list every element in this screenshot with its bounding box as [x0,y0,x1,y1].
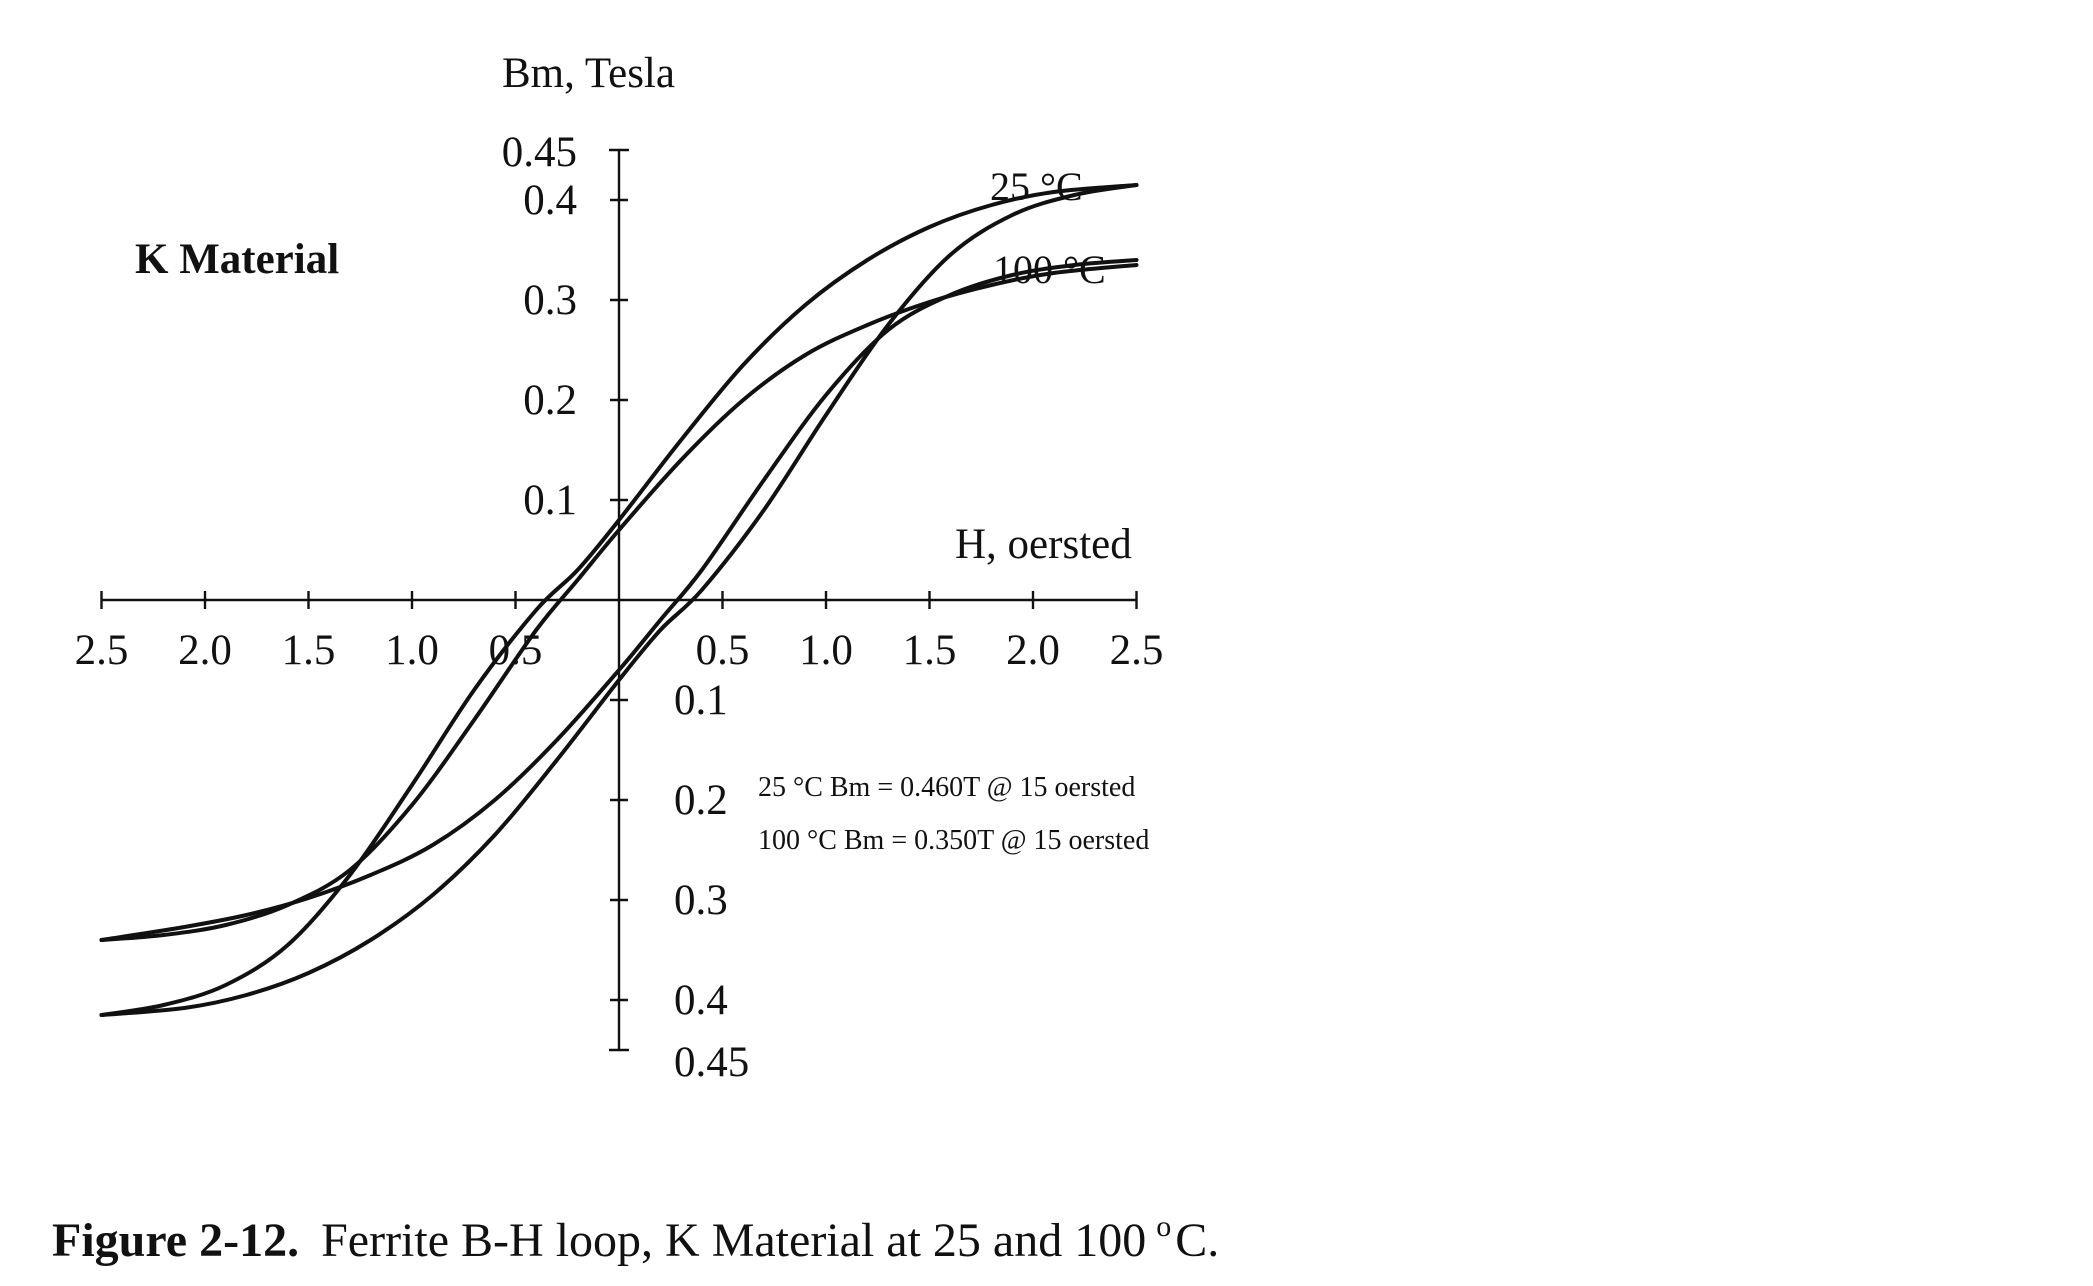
caption-number: Figure 2-12. [52,1214,299,1267]
x-tick-label: 1.5 [282,627,336,674]
y-tick-label: 0.3 [674,877,728,924]
curves [99,183,1139,1017]
caption-degree: o [1156,1210,1171,1243]
note-100c: 100 °C Bm = 0.350T @ 15 oersted [758,825,1149,856]
series-label-100c: 100 °C [993,247,1106,292]
y-tick-label: 0.4 [523,177,577,224]
x-tick-label: 1.5 [903,627,957,674]
y-tick-label: 0.1 [523,477,577,524]
labels: Bm, Tesla H, oersted K Material 25 °C 10… [135,50,1149,856]
y-tick-label: 0.4 [674,977,728,1024]
x-tick-label: 1.0 [385,627,439,674]
series-label-25c: 25 °C [990,164,1083,209]
curve-25c-lower-branch [99,183,1139,1017]
x-tick-label: 2.5 [1110,627,1164,674]
caption-text: Ferrite B-H loop, K Material at 25 and 1… [321,1214,1146,1267]
y-tick-label: 0.2 [523,377,577,424]
y-axis-title: Bm, Tesla [502,50,675,97]
y-tick-label: 0.45 [502,129,577,176]
x-tick-label: 2.0 [178,627,232,674]
caption-unit: C. [1175,1214,1219,1267]
note-25c: 25 °C Bm = 0.460T @ 15 oersted [758,772,1135,803]
y-tick-label: 0.1 [674,677,728,724]
curve-100c-lower-branch [99,258,1139,942]
material-label: K Material [135,236,339,283]
y-tick-label: 0.2 [674,777,728,824]
svg-text:Figure 2-12. Ferrite B: Figure 2-12. Ferrite B-H loop, K Materia… [52,1210,1219,1267]
figure-caption: Figure 2-12. Ferrite B-H loop, K Materia… [52,1210,1219,1267]
x-axis-title: H, oersted [955,521,1132,568]
x-tick-label: 2.0 [1006,627,1060,674]
x-tick-label: 1.0 [799,627,853,674]
axes: 2.5 2.0 1.5 1.0 0.5 0.5 1.0 1.5 2.0 2.50.450.40.3… [75,129,1164,1086]
y-tick-label: 0.45 [674,1039,749,1086]
y-tick-label: 0.3 [523,277,577,324]
x-tick-label: 0.5 [696,627,750,674]
x-tick-label: 2.5 [75,627,129,674]
curve-25c-upper-branch [99,183,1139,1017]
